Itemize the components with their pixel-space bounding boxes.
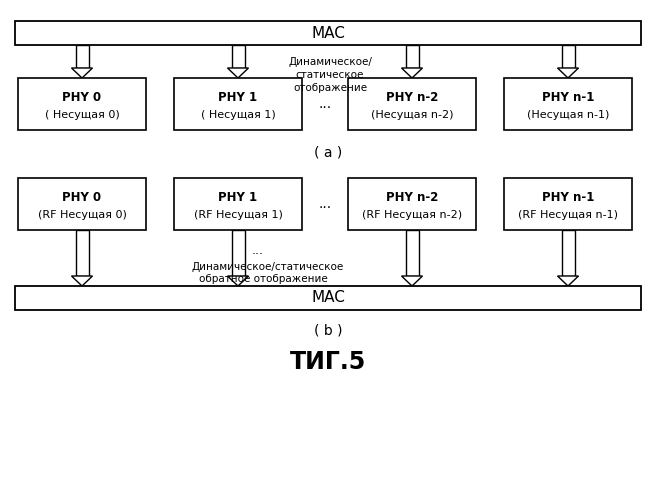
Text: (Несущая n-2): (Несущая n-2) xyxy=(371,110,453,120)
Text: PHY 0: PHY 0 xyxy=(62,90,102,104)
Polygon shape xyxy=(72,276,92,286)
Text: ( Несущая 1): ( Несущая 1) xyxy=(201,110,276,120)
Bar xyxy=(75,230,89,276)
Bar xyxy=(232,45,245,68)
Polygon shape xyxy=(558,68,579,78)
Bar xyxy=(405,45,419,68)
Text: PHY n-1: PHY n-1 xyxy=(542,190,594,203)
Text: обратное отображение: обратное отображение xyxy=(199,274,327,284)
Text: PHY n-1: PHY n-1 xyxy=(542,90,594,104)
Bar xyxy=(504,178,632,230)
Text: ΤИГ.5: ΤИГ.5 xyxy=(290,350,366,374)
Text: Динамическое/статическое: Динамическое/статическое xyxy=(192,262,344,272)
Bar xyxy=(75,45,89,68)
Polygon shape xyxy=(228,68,249,78)
Bar xyxy=(348,178,476,230)
Text: PHY n-2: PHY n-2 xyxy=(386,90,438,104)
Bar xyxy=(232,230,245,276)
Text: MAC: MAC xyxy=(311,290,345,306)
Text: (Несущая n-1): (Несущая n-1) xyxy=(527,110,609,120)
Bar xyxy=(15,21,641,45)
Text: PHY 1: PHY 1 xyxy=(218,190,258,203)
Polygon shape xyxy=(228,276,249,286)
Bar xyxy=(504,78,632,130)
Text: PHY n-2: PHY n-2 xyxy=(386,190,438,203)
Polygon shape xyxy=(401,276,422,286)
Text: MAC: MAC xyxy=(311,26,345,40)
Bar xyxy=(562,230,575,276)
Text: ...: ... xyxy=(318,97,331,111)
Bar xyxy=(405,230,419,276)
Polygon shape xyxy=(72,68,92,78)
Text: ...: ... xyxy=(318,197,331,211)
Polygon shape xyxy=(558,276,579,286)
Text: PHY 1: PHY 1 xyxy=(218,90,258,104)
Text: Динамическое/
статическое
отображение: Динамическое/ статическое отображение xyxy=(288,57,372,93)
Bar xyxy=(348,78,476,130)
Text: (RF Несущая n-2): (RF Несущая n-2) xyxy=(362,210,462,220)
Text: ( Несущая 0): ( Несущая 0) xyxy=(45,110,119,120)
Text: (RF Несущая 0): (RF Несущая 0) xyxy=(37,210,127,220)
Bar xyxy=(174,178,302,230)
Text: PHY 0: PHY 0 xyxy=(62,190,102,203)
Bar xyxy=(18,78,146,130)
Text: ( b ): ( b ) xyxy=(314,323,342,337)
Text: (RF Несущая 1): (RF Несущая 1) xyxy=(194,210,283,220)
Bar xyxy=(174,78,302,130)
Text: ( a ): ( a ) xyxy=(314,145,342,159)
Text: (RF Несущая n-1): (RF Несущая n-1) xyxy=(518,210,618,220)
Bar xyxy=(562,45,575,68)
Bar xyxy=(18,178,146,230)
Bar xyxy=(15,286,641,310)
Polygon shape xyxy=(401,68,422,78)
Text: ...: ... xyxy=(252,244,264,256)
